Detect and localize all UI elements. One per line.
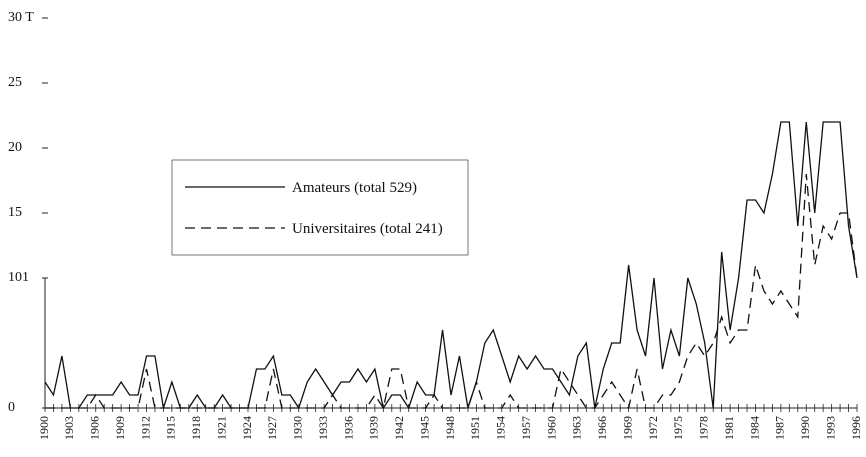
- x-tick-label: 1981: [722, 416, 736, 440]
- legend-label: Amateurs (total 529): [292, 180, 417, 196]
- x-tick-label: 1945: [417, 416, 431, 440]
- x-tick-label: 1924: [240, 416, 254, 440]
- x-tick-label: 1987: [773, 416, 787, 440]
- x-tick-label: 1903: [62, 416, 76, 440]
- x-tick-label: 1915: [164, 416, 178, 440]
- x-tick-label: 1909: [113, 416, 127, 440]
- x-tick-label: 1948: [443, 416, 457, 440]
- x-tick-label: 1933: [316, 416, 330, 440]
- x-tick-label: 1966: [595, 416, 609, 440]
- x-tick-label: 1912: [138, 416, 152, 440]
- x-tick-label: 1942: [392, 416, 406, 440]
- x-tick-label: 1969: [620, 416, 634, 440]
- y-tick-label: 25: [8, 75, 22, 90]
- y-tick-label: 30 T: [8, 10, 34, 25]
- x-tick-label: 1936: [341, 416, 355, 440]
- x-tick-label: 1990: [798, 416, 812, 440]
- x-tick-label: 1975: [671, 416, 685, 440]
- series-line: [45, 173, 858, 410]
- x-tick-label: 1927: [265, 416, 279, 440]
- x-tick-label: 1939: [367, 416, 381, 440]
- x-tick-label: 1954: [494, 416, 508, 440]
- x-tick-label: 1900: [37, 416, 51, 440]
- x-tick-label: 1960: [544, 416, 558, 440]
- x-tick-label: 1957: [519, 416, 533, 440]
- x-tick-label: 1972: [646, 416, 660, 440]
- x-tick-label: 1978: [697, 416, 711, 440]
- x-tick-label: 1951: [468, 416, 482, 440]
- y-tick-label: 101: [8, 270, 29, 285]
- x-tick-label: 1996: [849, 416, 863, 440]
- x-tick-label: 1993: [823, 416, 837, 440]
- x-tick-label: 1921: [214, 416, 228, 440]
- x-tick-label: 1984: [747, 416, 761, 440]
- x-tick-label: 1930: [291, 416, 305, 440]
- legend-label: Universitaires (total 241): [292, 221, 443, 237]
- x-tick-label: 1963: [570, 416, 584, 440]
- x-tick-label: 1918: [189, 416, 203, 440]
- y-tick-label: 0: [8, 400, 15, 415]
- y-tick-label: 20: [8, 140, 22, 155]
- y-tick-label: 15: [8, 205, 22, 220]
- legend-box: [171, 159, 469, 256]
- x-tick-label: 1906: [88, 416, 102, 440]
